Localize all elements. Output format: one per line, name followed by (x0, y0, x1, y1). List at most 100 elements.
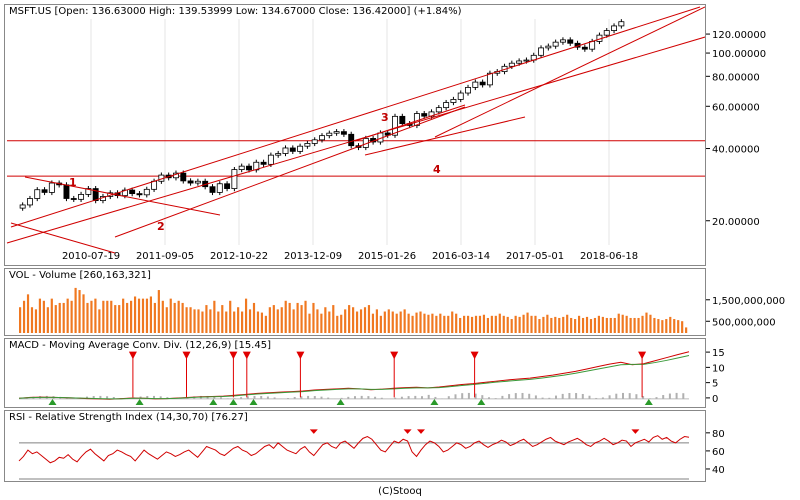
volume-bar (669, 316, 672, 333)
annotation-label: 1 (69, 176, 77, 189)
volume-bar (352, 307, 355, 333)
y-tick-label: 20.00000 (712, 217, 760, 228)
candle-body (260, 161, 267, 165)
candle-body (289, 147, 296, 152)
sell-marker-icon (182, 351, 191, 360)
histogram-bar (548, 397, 551, 399)
buy-marker-icon (644, 399, 653, 405)
histogram-bar (166, 397, 169, 399)
histogram-bar (561, 393, 564, 399)
trend-line (10, 6, 701, 228)
volume-bar (185, 307, 188, 333)
volume-bar (593, 317, 597, 333)
volume-bar (673, 319, 676, 333)
annotation-label: 2 (157, 220, 165, 233)
histogram-bar (86, 396, 88, 399)
price-panel: MSFT.US [Open: 136.63000 High: 139.53999… (4, 4, 706, 266)
volume-bar (118, 305, 121, 333)
volume-bar (570, 317, 573, 333)
volume-bar (308, 313, 311, 333)
histogram-bar (233, 398, 236, 399)
sell-marker-icon (128, 351, 137, 360)
x-tick-label: 2015-01-26 (358, 251, 416, 262)
volume-bar (22, 300, 26, 333)
histogram-bar (628, 393, 631, 399)
volume-bar (677, 320, 680, 333)
candle-body (180, 172, 187, 182)
volume-bar (566, 314, 569, 333)
volume-bar (609, 317, 612, 333)
volume-bar (264, 315, 267, 333)
candle-body (85, 188, 92, 195)
histogram-bar (595, 397, 598, 399)
macd-line (18, 351, 690, 400)
volume-bar (38, 298, 42, 333)
candle-body (399, 115, 406, 125)
x-tick-label: 2012-10-22 (210, 251, 268, 262)
histogram-bar (146, 395, 149, 399)
candle-body (129, 189, 136, 195)
volume-bar (94, 298, 97, 333)
volume-bar (562, 316, 565, 333)
volume-bar (82, 294, 85, 333)
candle-body (304, 143, 311, 147)
histogram-bar (246, 396, 249, 399)
volume-bar (550, 317, 553, 333)
candle-body (19, 204, 26, 209)
x-tick-label: 2017-05-01 (506, 251, 564, 262)
stooq-credit: (C)Stooq (378, 486, 422, 497)
volume-bar (30, 307, 34, 333)
volume-bar (288, 302, 291, 333)
volume-bar (597, 315, 600, 333)
rsi-panel: RSI - Relative Strength Index (14,30,70)… (4, 410, 706, 482)
buy-marker-icon (477, 399, 486, 405)
volume-bar (70, 300, 73, 333)
volume-bar (177, 300, 180, 333)
volume-bar (387, 309, 390, 333)
candle-body (581, 46, 588, 50)
histogram-bar (568, 392, 571, 399)
candle-body (486, 72, 493, 86)
y-tick-label: 100.00000 (712, 49, 766, 60)
histogram-bar (374, 396, 377, 399)
y-tick-label: 10 (712, 363, 725, 374)
histogram-bar (662, 395, 665, 399)
trend-line (114, 106, 466, 238)
candle-body (282, 147, 289, 154)
volume-bar (542, 316, 545, 333)
histogram-bar (648, 398, 651, 399)
histogram-bar (106, 396, 109, 399)
y-tick-label: 80 (712, 429, 725, 440)
histogram-bar (206, 395, 209, 399)
volume-bar (149, 296, 153, 333)
sell-marker-icon (390, 351, 399, 360)
volume-bar (157, 290, 160, 333)
histogram-bar (293, 396, 296, 399)
volume-bar (466, 315, 470, 333)
volume-bar (256, 311, 260, 333)
histogram-bar (266, 396, 269, 399)
volume-bar (233, 311, 236, 333)
volume-bar (46, 307, 49, 333)
histogram-bar (434, 396, 437, 399)
histogram-bar (407, 396, 410, 399)
volume-bar (367, 305, 371, 333)
volume-bar (601, 316, 604, 333)
candle-body (311, 139, 318, 144)
volume-bar (383, 311, 386, 333)
volume-bar (280, 307, 283, 333)
histogram-bar (454, 394, 457, 399)
volume-bar (248, 309, 252, 333)
volume-bar (42, 300, 45, 333)
buy-marker-icon (48, 399, 57, 405)
candle-body (41, 189, 48, 193)
volume-bar (482, 314, 486, 333)
volume-bar (181, 302, 184, 333)
histogram-bar (313, 396, 316, 399)
histogram-bar (467, 392, 470, 399)
trend-line (364, 116, 526, 156)
macd-chart (18, 351, 690, 405)
y-tick-label: 0 (712, 394, 718, 405)
y-tick-label: 15 (712, 348, 725, 359)
candle-body (457, 92, 464, 100)
